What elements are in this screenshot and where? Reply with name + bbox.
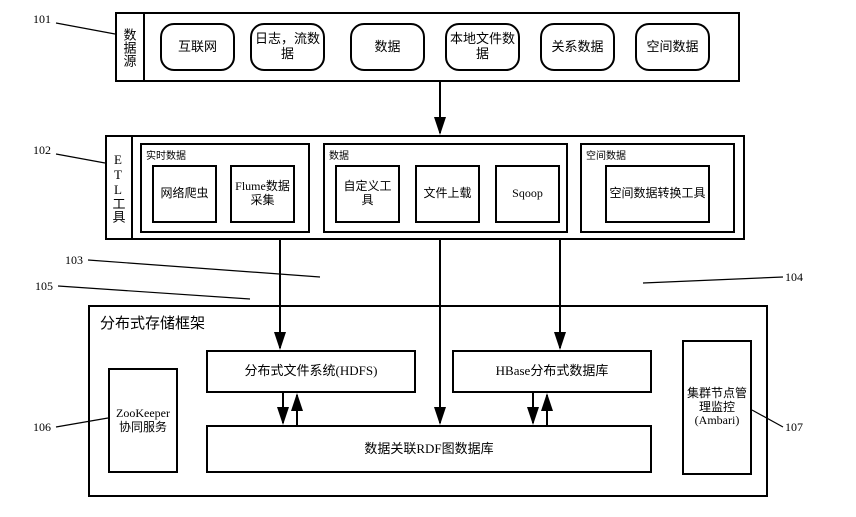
leader-101	[56, 23, 115, 34]
node-hbase: HBase分布式数据库	[452, 350, 652, 393]
node-ambari: 集群节点管理监控(Ambari)	[682, 340, 752, 475]
datasource-internet: 互联网	[160, 23, 235, 71]
leader-105	[58, 286, 250, 299]
tool-web-crawler: 网络爬虫	[152, 165, 217, 223]
callout-102: 102	[33, 143, 51, 158]
leader-102	[56, 154, 105, 163]
tool-custom: 自定义工具	[335, 165, 400, 223]
callout-101: 101	[33, 12, 51, 27]
node-hdfs: 分布式文件系统(HDFS)	[206, 350, 416, 393]
layer1-title: 数据源	[115, 12, 145, 82]
tool-spatial-convert: 空间数据转换工具	[605, 165, 710, 223]
datasource-localfile: 本地文件数据	[445, 23, 520, 71]
datasource-logs: 日志，流数据	[250, 23, 325, 71]
panel-data-title: 数据	[329, 147, 349, 162]
datasource-relational: 关系数据	[540, 23, 615, 71]
storage-title: 分布式存储框架	[100, 312, 205, 333]
datasource-data: 数据	[350, 23, 425, 71]
tool-sqoop: Sqoop	[495, 165, 560, 223]
leader-104	[643, 277, 783, 283]
layer2-title: ETL工具	[105, 135, 133, 240]
panel-spatial-title: 空间数据	[586, 147, 626, 162]
callout-106: 106	[33, 420, 51, 435]
callout-103: 103	[65, 253, 83, 268]
callout-104: 104	[785, 270, 803, 285]
node-rdf: 数据关联RDF图数据库	[206, 425, 652, 473]
tool-fileupload: 文件上载	[415, 165, 480, 223]
callout-107: 107	[785, 420, 803, 435]
panel-realtime-title: 实时数据	[146, 147, 186, 162]
diagram-canvas: 数据源 互联网 日志，流数据 数据 本地文件数据 关系数据 空间数据 ETL工具…	[0, 0, 856, 517]
leader-103	[88, 260, 320, 277]
datasource-spatial: 空间数据	[635, 23, 710, 71]
node-zookeeper: ZooKeeper协同服务	[108, 368, 178, 473]
tool-flume: Flume数据采集	[230, 165, 295, 223]
callout-105: 105	[35, 279, 53, 294]
